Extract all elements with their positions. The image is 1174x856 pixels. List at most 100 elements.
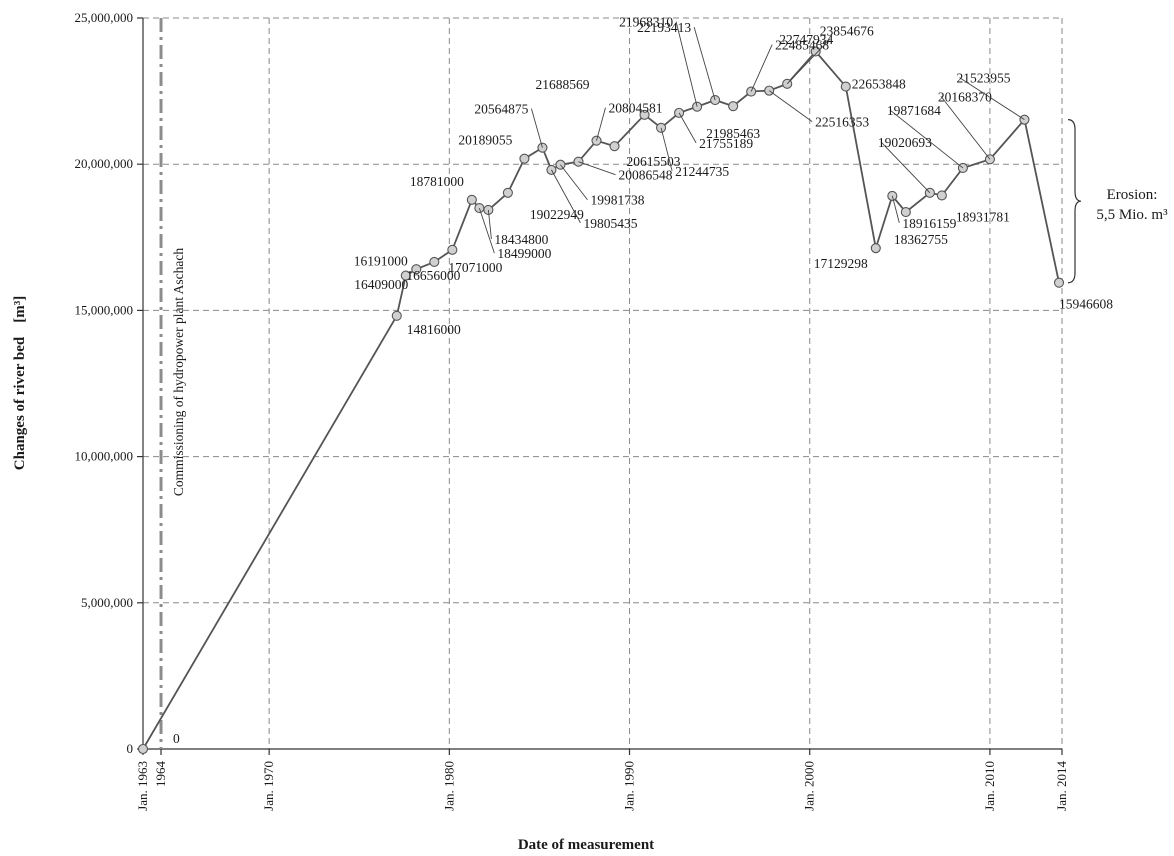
data-label: 19020693 (878, 135, 932, 150)
data-label: 18434800 (494, 232, 548, 247)
data-label: 18781000 (410, 174, 464, 189)
data-label: 21985463 (706, 126, 760, 141)
data-label: 20168370 (938, 89, 992, 104)
label-leader (560, 164, 588, 201)
data-label: 20804581 (608, 101, 662, 116)
label-leader (768, 90, 813, 122)
data-point (137, 743, 149, 755)
data-point (900, 207, 911, 218)
commissioning-marker: Commissioning of hydropower plant Aschac… (159, 18, 186, 749)
y-axis-title: Changes of river bed [m³] (12, 296, 28, 470)
data-label: 18916159 (902, 216, 956, 231)
data-label: 20615503 (627, 154, 681, 169)
data-label: 20086548 (618, 168, 672, 183)
tick-labels: 0 5,000,000 10,000,000 15,000,000 20,000,000… (75, 10, 1070, 811)
data-label: 21755189 (699, 136, 753, 151)
label-leader (596, 107, 606, 141)
label-leader (786, 38, 831, 85)
data-label: 16409000 (354, 277, 408, 292)
data-label: 22485468 (775, 38, 829, 53)
data-label: 18931781 (956, 209, 1010, 224)
x-tick-label: Jan. 2010 (982, 761, 997, 811)
data-label: 18362755 (894, 232, 948, 247)
erosion-label: Erosion: (1107, 187, 1158, 203)
label-leader (750, 44, 773, 92)
label-leader (891, 195, 900, 224)
data-point (870, 243, 881, 254)
data-label: 17129298 (814, 256, 868, 271)
data-point (519, 153, 530, 164)
data-label: 22193413 (637, 20, 691, 35)
data-label: 15946608 (1059, 297, 1113, 312)
data-label: 18499000 (497, 246, 551, 261)
y-tick-label: 10,000,000 (75, 449, 134, 464)
data-point (400, 270, 411, 281)
x-tick-label: Jan. 1980 (441, 761, 456, 811)
data-point (936, 190, 947, 201)
data-label: 21523955 (956, 71, 1010, 86)
grid-lines (143, 17, 1063, 749)
axes (137, 17, 1063, 755)
commissioning-label: Commissioning of hydropower plant Aschac… (171, 248, 186, 496)
data-point (429, 256, 440, 268)
label-leader (531, 108, 543, 148)
data-point (639, 109, 650, 120)
data-label: 19022949 (530, 207, 584, 222)
x-tick-label: Jan. 2000 (802, 761, 817, 811)
x-tick-label: Jan. 1990 (622, 761, 637, 811)
data-label: 19805435 (583, 216, 637, 231)
data-point (391, 310, 402, 321)
data-label: 21688569 (536, 77, 590, 92)
data-label: 16656000 (406, 268, 460, 283)
label-leader (478, 207, 495, 254)
x-tick-label: Jan. 1963 (135, 761, 150, 811)
label-leader (880, 141, 931, 194)
label-leader (551, 169, 581, 224)
label-leader (678, 112, 697, 144)
data-point (810, 46, 821, 57)
data-label: 14816000 (407, 322, 461, 337)
data-label: 23854676 (820, 23, 874, 38)
x-tick-label: 1964 (153, 761, 168, 788)
x-axis-title: Date of measurement (518, 837, 654, 853)
data-label: 0 (173, 731, 180, 746)
y-tick-label: 5,000,000 (81, 595, 133, 610)
data-labels: 0 14816000 16191000 16409000166560001707100… (173, 15, 1113, 746)
data-point (466, 194, 477, 205)
data-label: 19871684 (887, 103, 941, 118)
label-leader (487, 209, 492, 240)
label-leader (675, 21, 698, 107)
data-point (609, 141, 620, 152)
label-leader (693, 26, 716, 101)
label-leader (959, 77, 1025, 121)
data-point (447, 244, 458, 255)
data-label: 20564875 (474, 102, 528, 117)
erosion-brace (1067, 119, 1082, 284)
data-label: 22516353 (815, 115, 869, 130)
data-label: 22747934 (779, 32, 833, 47)
data-label: 19981738 (590, 193, 644, 208)
series-river-bed (137, 46, 1065, 755)
y-tick-label: 20,000,000 (75, 156, 134, 171)
y-tick-label: 0 (127, 741, 134, 756)
label-leader (940, 96, 991, 160)
data-point (728, 101, 739, 112)
data-label: 20189055 (458, 133, 512, 148)
data-point (840, 81, 851, 92)
erosion-label: 5,5 Mio. m³ (1096, 207, 1168, 223)
y-axis-title-unit: [m³] (12, 296, 28, 323)
y-tick-label: 25,000,000 (75, 10, 134, 25)
data-point (502, 187, 513, 198)
data-label: 21968310 (619, 15, 673, 30)
data-label: 21244735 (675, 164, 729, 179)
y-axis-title-text: Changes of river bed (12, 336, 28, 470)
series-line (142, 50, 1060, 750)
label-leader (660, 127, 673, 171)
data-label: 17071000 (448, 260, 502, 275)
label-leader (889, 109, 964, 169)
y-tick-label: 15,000,000 (75, 302, 134, 317)
x-tick-label: Jan. 2014 (1054, 761, 1069, 811)
data-point (411, 264, 422, 275)
x-tick-label: Jan. 1970 (261, 761, 276, 811)
